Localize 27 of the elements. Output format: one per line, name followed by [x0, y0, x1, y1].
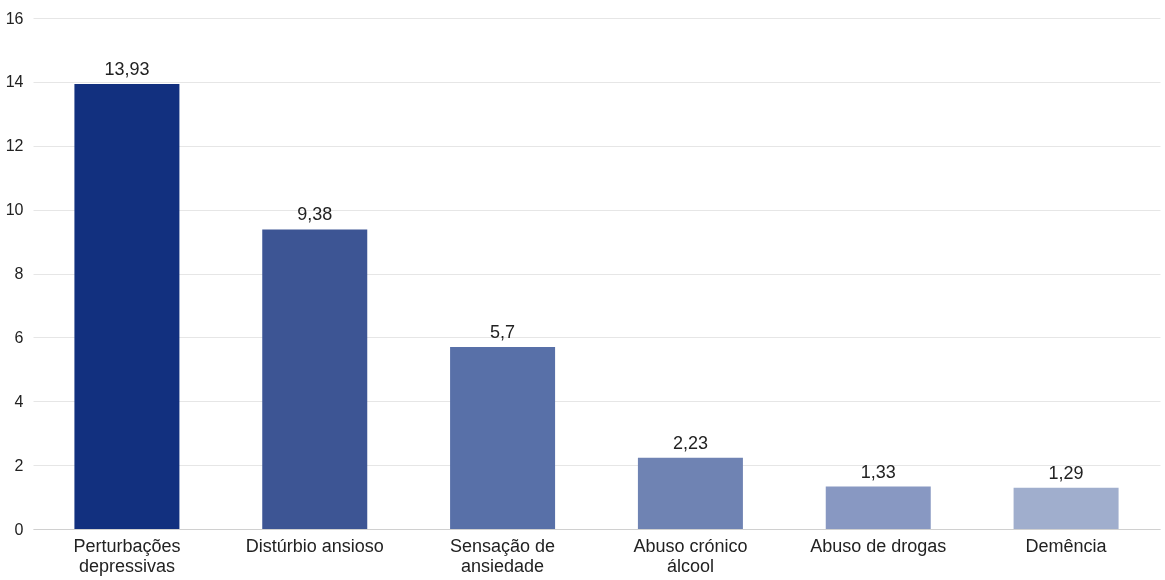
bar — [637, 457, 743, 529]
bar — [262, 229, 368, 529]
bar — [825, 486, 931, 529]
x-tick-label: Abuso crónico álcool — [633, 535, 748, 576]
y-tick-label: 8 — [14, 265, 24, 282]
y-tick-label: 14 — [5, 73, 24, 91]
x-tick-label: Distúrbio ansioso — [245, 535, 384, 556]
data-label: 13,93 — [104, 59, 150, 80]
bar — [1013, 487, 1119, 529]
data-label: 5,7 — [490, 321, 516, 342]
y-tick-label: 2 — [14, 456, 24, 474]
data-label: 2,23 — [672, 432, 708, 453]
data-label: 1,33 — [860, 461, 896, 482]
y-tick-label: 4 — [14, 392, 24, 410]
x-tick-label: Sensação de ansiedade — [450, 535, 556, 576]
y-tick-label: 10 — [5, 201, 24, 219]
bar — [74, 84, 180, 529]
y-tick-label: 12 — [5, 137, 24, 155]
x-tick-label: Perturbações depressivas — [73, 535, 181, 576]
y-tick-label: 6 — [14, 328, 24, 346]
y-tick-label: 0 — [14, 520, 24, 538]
data-label: 1,29 — [1048, 462, 1084, 483]
data-label: 9,38 — [297, 204, 333, 225]
x-tick-label: Demência — [1025, 535, 1108, 556]
bar — [450, 346, 556, 529]
y-tick-label: 16 — [5, 9, 24, 27]
x-tick-label: Abuso de drogas — [810, 535, 947, 556]
